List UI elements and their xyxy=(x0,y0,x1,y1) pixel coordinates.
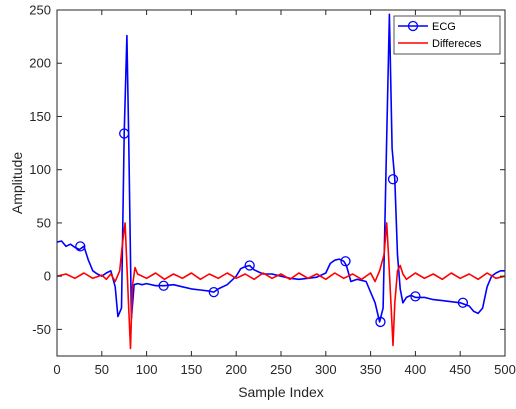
x-axis: 0 50 100 150 200 250 300 350 400 450 500 xyxy=(53,10,516,377)
data-point-ecg xyxy=(340,256,351,267)
data-point-ecg xyxy=(208,286,219,298)
data-point-ecg xyxy=(75,241,86,252)
x-tick-label: 0 xyxy=(53,362,60,377)
x-tick-label: 150 xyxy=(181,362,203,377)
data-point-ecg xyxy=(244,260,255,271)
x-tick-label: 400 xyxy=(405,362,427,377)
x-tick-label: 50 xyxy=(95,362,109,377)
data-point-ecg xyxy=(410,291,421,302)
y-tick-label: 0 xyxy=(44,269,51,284)
series-layer xyxy=(57,13,505,350)
y-tick-label: 250 xyxy=(29,3,51,18)
data-point-ecg xyxy=(375,316,386,328)
y-tick-label: 50 xyxy=(37,215,51,230)
x-tick-label: 350 xyxy=(360,362,382,377)
x-axis-title: Sample Index xyxy=(238,384,324,400)
y-tick-label: 200 xyxy=(29,56,51,71)
x-tick-label: 200 xyxy=(225,362,247,377)
data-point-ecg xyxy=(387,174,399,185)
y-axis-title: Amplitude xyxy=(9,152,25,214)
data-point-ecg xyxy=(158,280,169,291)
series-line-differeces xyxy=(57,222,505,350)
legend: ECG Differeces xyxy=(393,15,501,55)
legend-label-ecg: ECG xyxy=(432,21,456,33)
y-tick-label: -50 xyxy=(32,322,51,337)
data-point-ecg xyxy=(457,297,469,308)
x-tick-label: 300 xyxy=(315,362,337,377)
legend-box xyxy=(393,15,501,55)
x-tick-label: 500 xyxy=(494,362,516,377)
data-point-ecg xyxy=(119,128,130,139)
legend-marker-ecg xyxy=(407,20,419,32)
y-tick-label: 150 xyxy=(29,109,51,124)
x-tick-label: 450 xyxy=(449,362,471,377)
x-tick-label: 250 xyxy=(270,362,292,377)
legend-label-differeces: Differeces xyxy=(432,38,482,50)
y-tick-label: 100 xyxy=(29,162,51,177)
x-tick-label: 100 xyxy=(136,362,158,377)
y-axis: -50 0 50 100 150 200 250 xyxy=(29,3,505,337)
